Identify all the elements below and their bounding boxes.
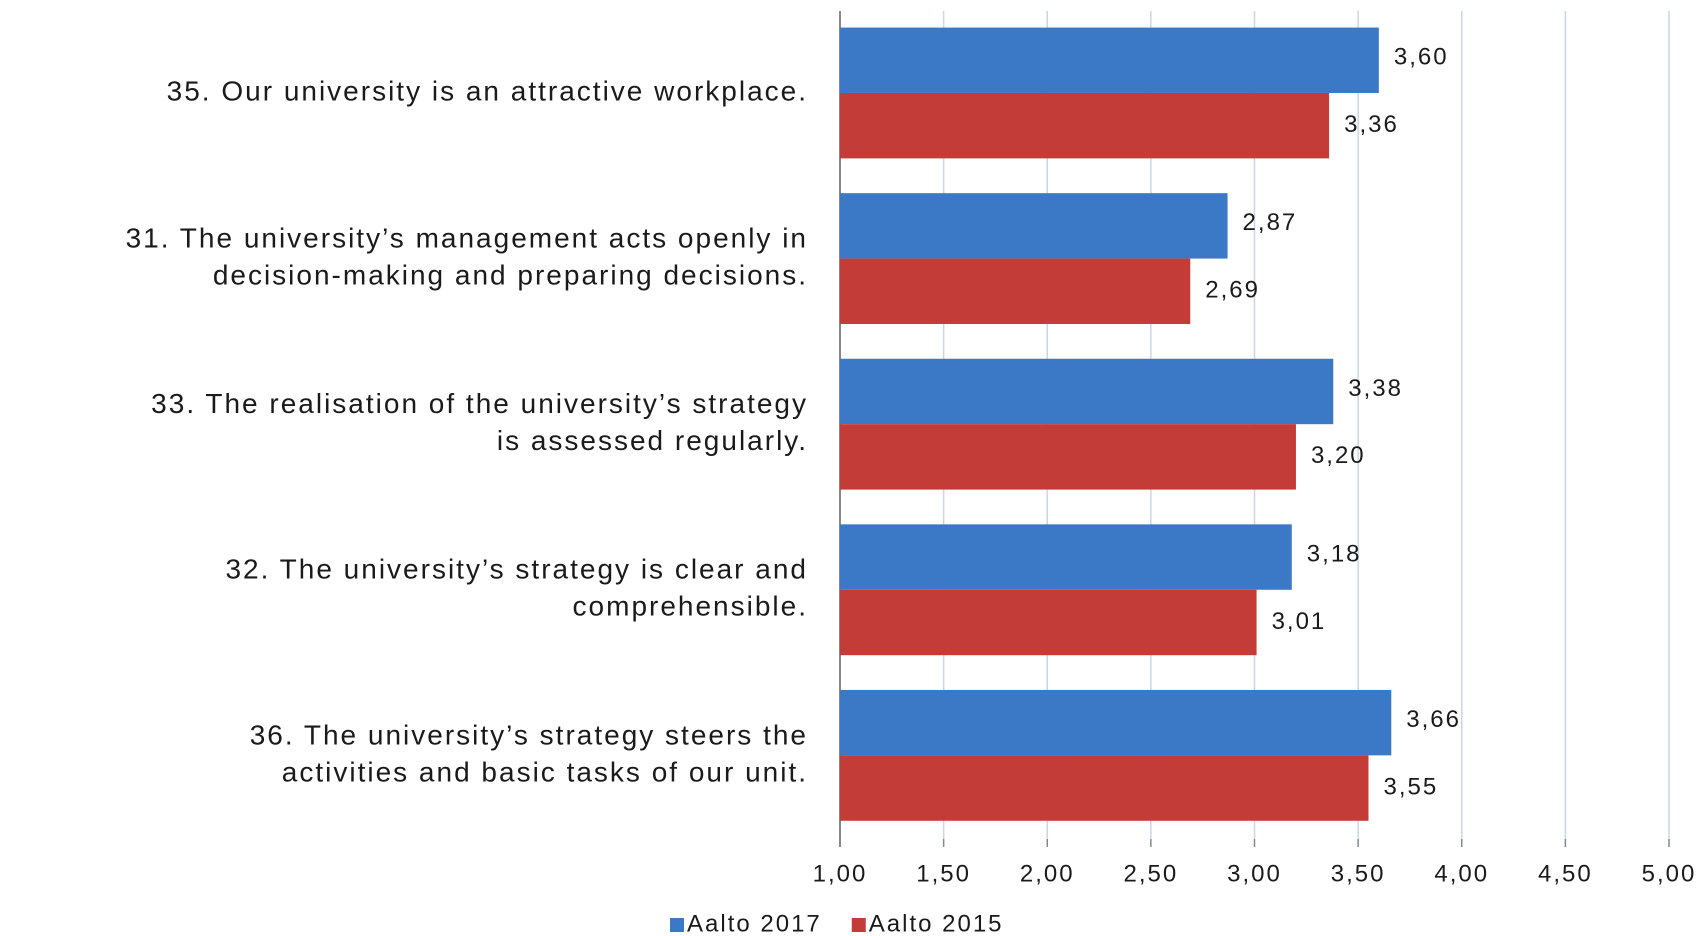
bar	[840, 755, 1369, 821]
x-tick-label: 1,50	[916, 860, 971, 887]
value-label: 3,66	[1406, 706, 1461, 733]
value-label: 3,38	[1348, 375, 1403, 402]
x-tick-label: 5,00	[1642, 860, 1697, 887]
category-label: 35. Our university is an attractive work…	[167, 75, 808, 106]
bar	[840, 193, 1228, 259]
x-tick-label: 2,50	[1124, 860, 1179, 887]
category-label: decision-making and preparing decisions.	[213, 259, 808, 290]
value-label: 3,60	[1394, 44, 1449, 71]
x-tick-label: 4,00	[1434, 860, 1489, 887]
legend-swatch	[851, 918, 866, 932]
value-label: 2,69	[1205, 277, 1260, 304]
value-label: 3,20	[1311, 442, 1366, 469]
value-label: 2,87	[1243, 209, 1298, 236]
x-tick-label: 3,00	[1227, 860, 1282, 887]
x-tick-label: 2,00	[1020, 860, 1075, 887]
legend-label: Aalto 2015	[869, 910, 1004, 936]
x-tick-label: 4,50	[1538, 860, 1593, 887]
bar	[840, 689, 1392, 756]
category-label: is assessed regularly.	[497, 425, 808, 456]
value-label: 3,55	[1383, 773, 1438, 800]
category-label: 36. The university’s strategy steers the	[250, 719, 808, 750]
category-label: 33. The realisation of the university’s …	[151, 388, 808, 419]
value-label: 3,18	[1307, 540, 1362, 567]
x-tick-label: 1,00	[813, 860, 868, 887]
category-label: 32. The university’s strategy is clear a…	[225, 554, 808, 585]
legend-label: Aalto 2017	[687, 910, 822, 936]
bar	[840, 92, 1330, 159]
value-label: 3,01	[1272, 608, 1327, 635]
category-label: 31. The university’s management acts ope…	[126, 222, 808, 253]
bar	[840, 358, 1334, 425]
bar	[840, 258, 1191, 324]
bar	[840, 424, 1296, 490]
legend-swatch	[670, 918, 684, 932]
bar	[840, 27, 1379, 93]
category-label: comprehensible.	[573, 591, 808, 622]
x-tick-label: 3,50	[1331, 860, 1386, 887]
category-label: activities and basic tasks of our unit.	[282, 756, 808, 787]
bar	[840, 589, 1257, 656]
bar	[840, 524, 1292, 590]
value-label: 3,36	[1344, 111, 1399, 138]
